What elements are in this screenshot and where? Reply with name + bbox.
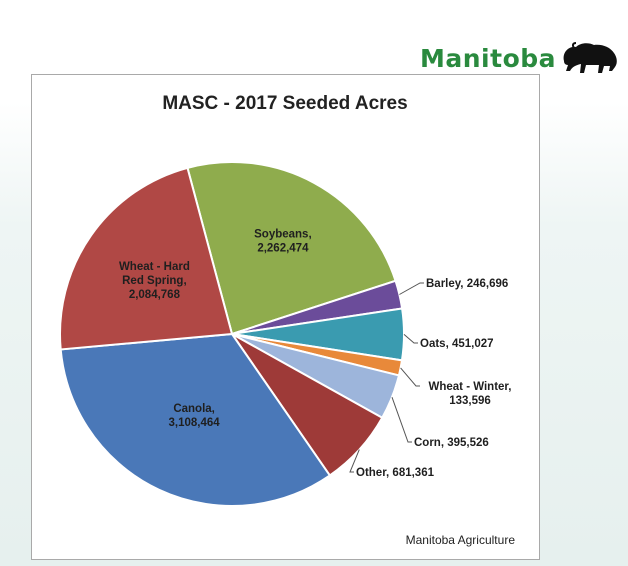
slice-label-wheat-hard-red-spring: Wheat - Hard Red Spring, 2,084,768: [119, 261, 190, 301]
logo-text: Manitoba: [420, 43, 557, 73]
slice-label-oats: Oats, 451,027: [420, 338, 494, 350]
pie-slice-canola: [59, 332, 332, 507]
slice-label-wheat-winter: Wheat - Winter, 133,596: [429, 381, 512, 407]
bison-icon: [563, 42, 617, 73]
chart-title: MASC - 2017 Seeded Acres: [162, 93, 407, 114]
slice-label-soybeans: Soybeans, 2,262,474: [254, 228, 312, 254]
leader-line: [403, 334, 418, 344]
pie-slice-soybeans: [186, 161, 397, 336]
leader-line: [399, 282, 424, 295]
slice-label-corn: Corn, 395,526: [414, 437, 489, 449]
leader-line: [400, 367, 420, 387]
leader-line: [391, 397, 412, 443]
pie-slice-wheat-hard-red-spring: [59, 166, 234, 351]
chart-frame: MASC - 2017 Seeded Acres Soybeans, 2,262,…: [31, 74, 540, 560]
slice-label-canola: Canola, 3,108,464: [169, 403, 221, 429]
slice-label-other: Other, 681,361: [356, 467, 435, 479]
manitoba-logo: Manitoba: [420, 40, 620, 76]
pie-chart: MASC - 2017 Seeded Acres Soybeans, 2,262,…: [59, 93, 512, 507]
source-label: Manitoba Agriculture: [405, 533, 515, 547]
slice-label-barley: Barley, 246,696: [426, 278, 508, 290]
leader-line: [349, 449, 360, 473]
